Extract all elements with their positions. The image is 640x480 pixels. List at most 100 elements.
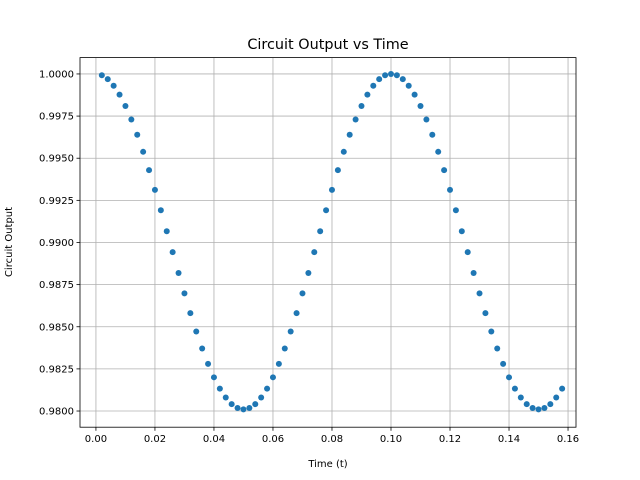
point: [470, 269, 477, 276]
point: [370, 82, 377, 89]
point: [169, 249, 176, 256]
x-tick-label: 0.10: [380, 434, 402, 445]
point: [252, 401, 259, 408]
point: [553, 394, 560, 401]
point: [529, 404, 536, 411]
point: [222, 394, 229, 401]
point: [387, 70, 394, 77]
y-tick-label: 0.9825: [39, 364, 74, 375]
point: [199, 345, 206, 352]
point: [352, 116, 359, 123]
point: [476, 290, 483, 297]
point: [157, 207, 164, 214]
point: [281, 345, 288, 352]
point: [488, 328, 495, 335]
point: [293, 310, 300, 317]
point: [311, 249, 318, 256]
y-tick-label: 1.0000: [39, 69, 74, 80]
point: [482, 310, 489, 317]
point: [511, 385, 518, 392]
point: [364, 91, 371, 98]
point: [541, 404, 548, 411]
point: [128, 116, 135, 123]
point: [500, 360, 507, 367]
point: [559, 385, 566, 392]
point: [258, 394, 265, 401]
y-tick-label: 0.9800: [39, 407, 74, 418]
point: [417, 102, 424, 109]
point: [334, 167, 341, 174]
point: [210, 374, 217, 381]
point: [358, 102, 365, 109]
point: [104, 76, 111, 83]
point: [163, 228, 170, 235]
x-tick-label: 0.04: [203, 434, 225, 445]
point: [240, 406, 247, 413]
x-tick-label: 0.02: [144, 434, 166, 445]
x-tick-label: 0.12: [439, 434, 461, 445]
point: [181, 290, 188, 297]
point: [98, 72, 105, 79]
point: [340, 148, 347, 155]
point: [452, 207, 459, 214]
x-tick-label: 0.06: [262, 434, 284, 445]
point: [464, 249, 471, 256]
point: [517, 394, 524, 401]
point: [122, 102, 129, 109]
point: [305, 269, 312, 276]
point: [246, 404, 253, 411]
point: [328, 186, 335, 193]
point: [205, 360, 212, 367]
x-axis-label: Time (t): [307, 459, 347, 470]
point: [523, 401, 530, 408]
point: [494, 345, 501, 352]
point: [506, 374, 513, 381]
point: [447, 186, 454, 193]
point: [234, 404, 241, 411]
point: [458, 228, 465, 235]
y-tick-label: 0.9975: [39, 112, 74, 123]
point: [317, 228, 324, 235]
point: [269, 374, 276, 381]
y-tick-label: 0.9875: [39, 280, 74, 291]
x-tick-label: 0.14: [498, 434, 520, 445]
point: [275, 360, 282, 367]
x-tick-label: 0.16: [557, 434, 579, 445]
point: [140, 148, 147, 155]
x-tick-label: 0.08: [321, 434, 343, 445]
point: [216, 385, 223, 392]
point: [287, 328, 294, 335]
point: [429, 131, 436, 138]
chart-title: Circuit Output vs Time: [247, 37, 408, 53]
point: [405, 82, 412, 89]
y-tick-label: 0.9925: [39, 196, 74, 207]
point: [116, 91, 123, 98]
point: [399, 76, 406, 83]
point: [146, 167, 153, 174]
point: [435, 148, 442, 155]
point: [299, 290, 306, 297]
y-tick-label: 0.9950: [39, 154, 74, 165]
point: [110, 82, 117, 89]
point: [134, 131, 141, 138]
x-tick-label: 0.00: [85, 434, 107, 445]
point: [175, 269, 182, 276]
point: [411, 91, 418, 98]
y-tick-label: 0.9900: [39, 238, 74, 249]
point: [264, 385, 271, 392]
point: [535, 406, 542, 413]
point: [151, 186, 158, 193]
point: [376, 76, 383, 83]
point: [187, 310, 194, 317]
plot-frame: [79, 57, 577, 428]
y-tick-label: 0.9850: [39, 322, 74, 333]
point: [393, 72, 400, 79]
point: [193, 328, 200, 335]
point: [441, 167, 448, 174]
point: [423, 116, 430, 123]
point: [547, 401, 554, 408]
point: [346, 131, 353, 138]
point: [228, 401, 235, 408]
y-axis-label: Circuit Output: [4, 207, 15, 277]
